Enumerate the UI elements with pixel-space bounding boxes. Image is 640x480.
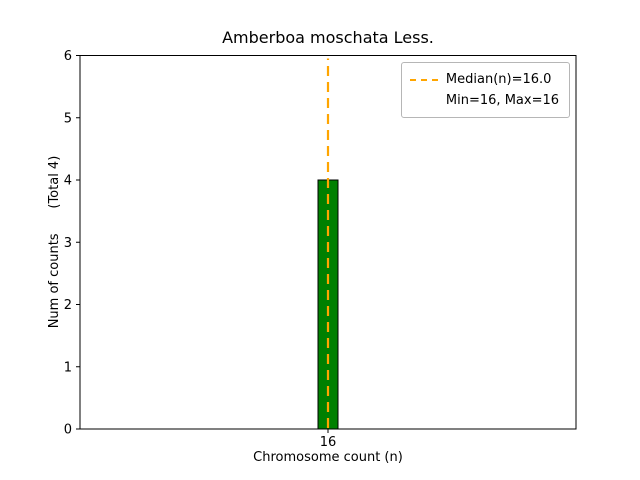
- x-axis-label: Chromosome count (n): [253, 450, 403, 465]
- y-tick-label: 0: [64, 423, 72, 438]
- chart-title: Amberboa moschata Less.: [222, 28, 434, 47]
- y-tick-label: 6: [64, 49, 72, 64]
- legend-label-median: Median(n)=16.0: [445, 72, 552, 87]
- x-tick-label: 16: [320, 435, 337, 450]
- y-tick-label: 5: [64, 111, 72, 126]
- legend-label-minmax: Min=16, Max=16: [445, 93, 559, 108]
- legend: Median(n)=16.0 Min=16, Max=16: [400, 62, 570, 118]
- y-tick-label: 3: [64, 236, 72, 251]
- y-tick-label: 4: [64, 174, 72, 189]
- y-tick-label: 1: [64, 360, 72, 375]
- legend-entry-median: Median(n)=16.0: [409, 69, 559, 90]
- legend-entry-minmax: Min=16, Max=16: [410, 90, 559, 111]
- axes-box: [79, 55, 577, 430]
- median-dashed-line-icon: [409, 78, 438, 81]
- y-tick-label: 2: [64, 298, 72, 313]
